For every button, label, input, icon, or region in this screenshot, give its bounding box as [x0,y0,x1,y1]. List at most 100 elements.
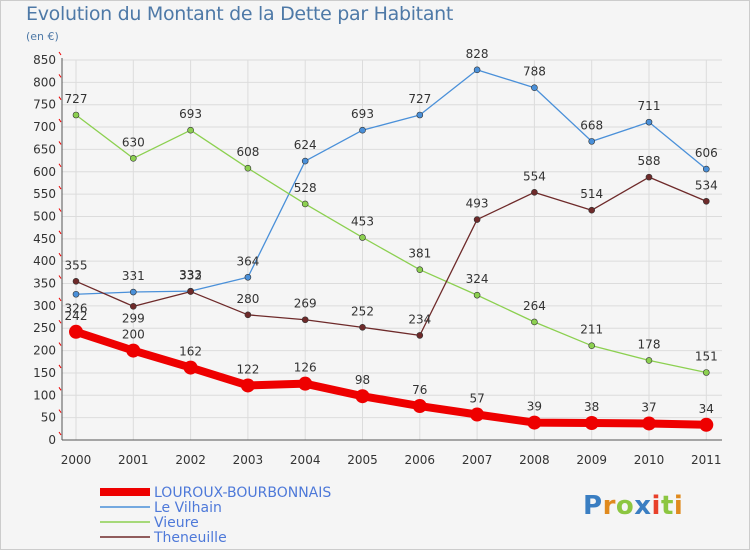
y-minor-tick [58,342,62,346]
legend-label: Vieure [154,515,199,531]
data-point [473,216,481,223]
data-label: 788 [523,65,546,79]
y-minor-tick [58,208,62,212]
data-label: 668 [580,118,603,132]
x-tick-label: 2001 [118,453,149,467]
data-label: 727 [408,92,431,106]
y-minor-tick [58,141,62,145]
data-point [588,138,596,145]
data-point [130,288,137,296]
data-point [702,165,710,173]
y-tick-label: 400 [33,254,56,268]
x-tick-label: 2000 [61,453,92,467]
data-point [531,318,538,326]
data-label: 280 [236,292,259,306]
y-tick-label: 550 [33,187,56,201]
data-point [301,157,309,165]
plot-area [62,60,722,440]
data-point [130,155,137,162]
data-label: 264 [523,299,546,313]
data-point [359,126,366,134]
data-label: 299 [122,311,145,325]
y-minor-tick [58,74,62,78]
y-minor-tick [58,387,62,391]
chart-title: Evolution du Montant de la Dette par Hab… [26,3,454,25]
y-tick-label: 800 [33,75,56,89]
data-label: 528 [294,181,317,195]
y-minor-tick [58,275,62,279]
data-point [699,417,714,432]
data-label: 828 [466,47,489,61]
y-minor-tick [58,431,62,436]
data-label: 693 [351,107,374,121]
chart-subtitle: (en €) [26,30,59,43]
data-point [244,311,252,319]
series-line-louroux-bourbonnais [72,327,711,429]
data-label: 252 [351,304,374,318]
data-label: 178 [638,337,661,351]
data-label: 76 [412,383,427,397]
legend-label: Le Vilhain [154,500,222,516]
data-label: 57 [469,392,484,406]
data-point [645,118,653,126]
data-point [416,111,424,119]
y-minor-tick [58,96,62,100]
data-point [301,200,309,208]
data-point [240,378,255,393]
y-minor-tick [58,364,62,369]
data-point [72,111,80,119]
data-point [531,84,538,92]
data-label: 326 [65,301,88,315]
x-tick-label: 2010 [634,453,665,467]
y-minor-tick [58,409,62,413]
data-point [645,357,653,364]
data-label: 364 [236,254,259,268]
data-point [702,369,710,376]
data-point [588,342,596,349]
data-label: 242 [65,309,88,323]
data-label: 331 [122,269,145,283]
data-label: 453 [351,214,374,228]
data-point [359,234,366,241]
x-tick-label: 2011 [691,453,722,467]
data-point [244,164,252,172]
data-label: 588 [638,154,661,168]
data-point [527,415,542,430]
data-label: 693 [179,107,202,121]
proxiti-logo: Proxiti [583,491,684,521]
data-point [584,416,599,431]
x-tick-label: 2005 [347,453,378,467]
data-point [416,266,424,273]
data-point [187,288,194,295]
data-label: 355 [65,258,88,272]
data-label: 34 [699,402,714,416]
data-point [72,277,80,285]
data-label: 630 [122,135,145,149]
y-tick-label: 150 [33,366,56,380]
data-point [645,173,653,181]
y-minor-tick [58,230,62,235]
data-point [298,376,313,391]
y-tick-label: 600 [33,165,56,179]
y-tick-label: 500 [33,209,56,223]
data-point [588,206,596,214]
series-line-le-vilhain [75,69,707,295]
data-point [69,324,83,339]
data-point [642,416,656,431]
data-label: 333 [179,268,202,282]
data-point [359,324,366,331]
data-point [244,273,252,281]
legend-label: LOUROUX-BOURBONNAIS [154,485,331,501]
data-point [183,360,198,375]
y-tick-label: 850 [33,53,56,67]
data-point [531,189,538,196]
data-point [187,126,194,134]
data-label: 727 [65,92,88,106]
data-label: 606 [695,146,718,160]
y-tick-label: 300 [33,299,56,313]
x-tick-label: 2009 [576,453,607,467]
y-minor-tick [58,118,62,123]
data-point [301,316,309,324]
data-point [72,290,80,298]
